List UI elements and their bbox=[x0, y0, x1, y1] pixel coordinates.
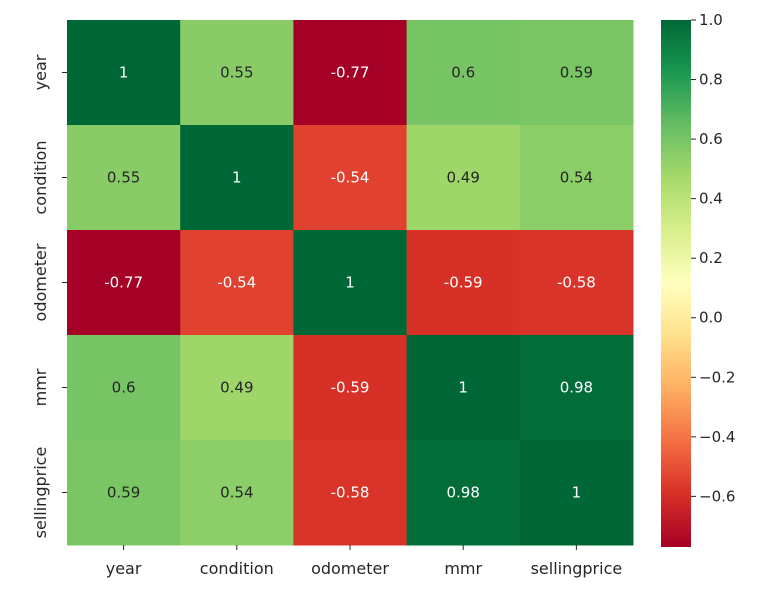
cell-value-label: 1 bbox=[458, 379, 468, 397]
colorbar-tick-label: −0.6 bbox=[699, 487, 735, 505]
x-tick-label: condition bbox=[200, 559, 274, 578]
y-tick-label: year bbox=[31, 54, 50, 90]
y-tick-label: sellingprice bbox=[31, 447, 50, 539]
heatmap-cell bbox=[406, 440, 521, 546]
heatmap-cell bbox=[406, 230, 521, 336]
colorbar-tick-label: 0.8 bbox=[699, 71, 723, 89]
cell-value-label: 1 bbox=[572, 484, 582, 502]
colorbar-tick-label: −0.2 bbox=[699, 368, 735, 386]
cell-value-label: 0.49 bbox=[446, 169, 479, 187]
cell-value-label: 0.54 bbox=[560, 169, 593, 187]
cell-value-label: 1 bbox=[345, 274, 355, 292]
heatmap-cell bbox=[519, 440, 634, 546]
y-tick-label: mmr bbox=[31, 368, 50, 406]
heatmap-cell bbox=[180, 125, 294, 231]
heatmap-cell bbox=[180, 335, 294, 441]
colorbar bbox=[661, 20, 691, 547]
heatmap-cell bbox=[406, 125, 521, 231]
heatmap-cell bbox=[180, 440, 294, 546]
x-tick-label: year bbox=[106, 559, 142, 578]
cell-value-label: -0.54 bbox=[331, 169, 370, 187]
cell-value-label: 0.49 bbox=[220, 379, 253, 397]
heatmap-cell bbox=[519, 230, 634, 336]
heatmap-cell bbox=[293, 20, 408, 126]
colorbar-axis: 1.0 0.8 0.6 0.4 0.2 0.0 −0.2 −0.4 −0.6 bbox=[691, 11, 735, 505]
y-tick-label: condition bbox=[31, 141, 50, 215]
cell-value-label: 0.6 bbox=[112, 379, 136, 397]
cell-value-label: 0.54 bbox=[220, 484, 253, 502]
heatmap-cell bbox=[67, 440, 181, 546]
x-axis: year condition odometer mmr sellingprice bbox=[106, 545, 622, 578]
colorbar-tick-label: 0.0 bbox=[699, 309, 723, 327]
heatmap-cell bbox=[293, 335, 408, 441]
heatmap-cells bbox=[67, 20, 634, 546]
cell-value-label: 0.98 bbox=[446, 484, 479, 502]
colorbar-tick-label: 0.2 bbox=[699, 249, 723, 267]
x-tick-label: mmr bbox=[444, 559, 482, 578]
cell-value-label: -0.77 bbox=[331, 64, 370, 82]
heatmap-cell bbox=[67, 125, 181, 231]
heatmap-cell bbox=[180, 20, 294, 126]
cell-value-label: 1 bbox=[232, 169, 242, 187]
colorbar-tick-label: 1.0 bbox=[699, 11, 723, 29]
cell-value-label: 0.98 bbox=[560, 379, 593, 397]
heatmap-cell bbox=[67, 335, 181, 441]
heatmap-cell bbox=[293, 125, 408, 231]
cell-value-label: -0.58 bbox=[331, 484, 370, 502]
cell-value-label: -0.59 bbox=[331, 379, 370, 397]
cell-value-label: -0.59 bbox=[444, 274, 483, 292]
heatmap-cell bbox=[406, 20, 521, 126]
heatmap-annotations: 1 0.55 -0.77 0.6 0.59 0.55 1 -0.54 0.49 0.54 -0.77… bbox=[104, 64, 596, 502]
cell-value-label: -0.58 bbox=[557, 274, 596, 292]
cell-value-label: 0.59 bbox=[107, 484, 140, 502]
y-axis: year condition odometer mmr sellingprice bbox=[31, 54, 67, 538]
cell-value-label: 0.59 bbox=[560, 64, 593, 82]
y-tick-label: odometer bbox=[31, 243, 50, 321]
colorbar-tick-label: 0.6 bbox=[699, 130, 723, 148]
cell-value-label: 0.55 bbox=[107, 169, 140, 187]
heatmap-cell bbox=[406, 335, 521, 441]
colorbar-tick-label: −0.4 bbox=[699, 428, 735, 446]
heatmap-cell bbox=[67, 230, 181, 336]
heatmap-cell bbox=[519, 335, 634, 441]
heatmap-cell bbox=[293, 230, 408, 336]
x-tick-label: sellingprice bbox=[531, 559, 623, 578]
cell-value-label: 0.55 bbox=[220, 64, 253, 82]
heatmap-cell bbox=[293, 440, 408, 546]
heatmap-cell bbox=[519, 125, 634, 231]
heatmap-cell bbox=[180, 230, 294, 336]
cell-value-label: -0.77 bbox=[104, 274, 143, 292]
colorbar-tick-label: 0.4 bbox=[699, 190, 723, 208]
cell-value-label: 0.6 bbox=[451, 64, 475, 82]
cell-value-label: -0.54 bbox=[217, 274, 256, 292]
heatmap-cell bbox=[67, 20, 181, 126]
x-tick-label: odometer bbox=[311, 559, 389, 578]
heatmap-cell bbox=[519, 20, 634, 126]
cell-value-label: 1 bbox=[119, 64, 129, 82]
